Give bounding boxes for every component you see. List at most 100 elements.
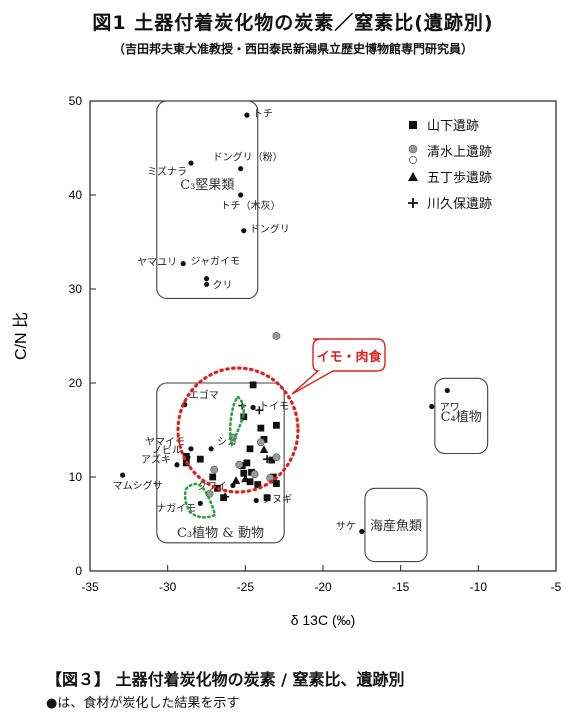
data-point-plus — [263, 455, 272, 464]
reference-point-label: ジャガイモ — [191, 256, 241, 268]
reference-point — [359, 528, 365, 535]
reference-point-label: アズキ — [141, 453, 171, 466]
reference-point — [197, 500, 203, 506]
reference-point — [208, 446, 214, 452]
data-point-square — [260, 436, 268, 443]
highlight-ellipse — [176, 366, 300, 494]
data-point-square — [254, 481, 262, 488]
reference-point — [230, 482, 236, 489]
reference-point — [238, 166, 244, 172]
region-label: C₃堅果類 — [180, 178, 234, 193]
reference-point-label: トチ — [253, 108, 273, 120]
y-tick-label: 0 — [75, 564, 82, 578]
reference-point — [180, 261, 186, 267]
figure-note: ●は、食材が炭化した結果を示す — [46, 696, 240, 711]
data-point-triangle — [241, 474, 250, 483]
x-tick-label: -20 — [314, 580, 332, 594]
x-tick-label: -25 — [237, 580, 255, 594]
x-tick-label: -5 — [551, 580, 562, 594]
y-axis-label: C/N 比 — [12, 312, 30, 360]
reference-point — [120, 472, 126, 478]
region-box — [156, 382, 285, 544]
x-tick-label: -35 — [81, 580, 99, 594]
reference-point — [188, 160, 194, 166]
plot-frame — [89, 100, 557, 572]
figure-title: 図1 土器付着炭化物の炭素／窒素比(遺跡別) — [92, 12, 494, 34]
data-point-circle — [256, 438, 265, 447]
data-point-circle — [235, 460, 244, 469]
data-point-square — [240, 469, 248, 477]
data-point-square — [220, 494, 227, 502]
reference-point-label: アワ — [440, 403, 460, 414]
data-point-circle — [250, 470, 259, 479]
reference-point-label: サケ — [336, 521, 356, 533]
legend-marker-circle-gray — [408, 144, 418, 154]
region-label: 海産魚類 — [370, 518, 422, 534]
data-point-square — [182, 452, 190, 460]
region-label: C₃植物 & 動物 — [177, 526, 264, 541]
reference-point — [253, 497, 259, 504]
green-dotted-outline — [228, 395, 246, 448]
x-axis-label: δ 13C (‰) — [291, 612, 356, 628]
legend-label: 川久保遺跡 — [427, 196, 492, 212]
reference-point-label: トイモ — [259, 401, 289, 412]
data-point-square — [273, 480, 280, 487]
data-point-circle — [272, 332, 281, 340]
y-tick-label: 40 — [69, 188, 83, 202]
x-tick-label: -15 — [392, 580, 410, 594]
reference-point-label: ノビル — [152, 444, 182, 456]
data-point-square — [263, 494, 271, 502]
data-point-square — [268, 456, 276, 464]
data-point-square — [246, 478, 254, 486]
reference-point-label: ナガイモ — [156, 502, 196, 514]
y-tick-label: 50 — [69, 94, 83, 108]
region-label: C₄植物 — [441, 410, 482, 425]
data-point-triangle — [259, 445, 269, 453]
data-point-plus — [255, 406, 264, 415]
reference-point — [238, 192, 244, 198]
data-point-square — [257, 424, 265, 432]
reference-point — [444, 387, 450, 394]
reference-point-label: マムシグサ — [113, 479, 163, 492]
reference-point — [188, 446, 194, 452]
reference-point — [250, 404, 256, 411]
green-dotted-outline — [183, 482, 217, 519]
legend-marker-square — [409, 121, 417, 129]
reference-point — [241, 228, 247, 234]
data-point-plus — [221, 492, 230, 501]
y-tick-label: 30 — [69, 282, 83, 296]
region-box — [156, 100, 259, 299]
data-point-square — [246, 445, 254, 453]
reference-point — [174, 462, 180, 468]
callout-box — [291, 338, 386, 395]
reference-point — [429, 403, 435, 410]
data-point-circle — [210, 465, 219, 474]
legend-label: 五丁歩遺跡 — [427, 170, 492, 186]
data-point-triangle — [231, 476, 241, 484]
x-tick-label: -10 — [470, 580, 488, 594]
legend-label: 清水上遺跡 — [427, 144, 492, 160]
data-point-square — [249, 381, 257, 389]
data-point-square — [243, 459, 251, 467]
reference-point-label: ヤマイモ — [145, 437, 185, 448]
legend-marker-triangle — [408, 172, 418, 181]
reference-point — [244, 112, 250, 118]
reference-point — [203, 276, 210, 282]
legend-marker-plus — [408, 198, 418, 208]
data-point-square — [273, 421, 280, 429]
data-point-circle — [272, 453, 281, 462]
data-point-square — [209, 473, 217, 481]
y-tick-label: 10 — [69, 470, 83, 484]
reference-point-label: エゴマ — [189, 389, 219, 402]
legend-marker-circle-open — [408, 155, 417, 164]
figure-caption: 【図３】 土器付着炭化物の炭素 / 窒素比、遺跡別 — [46, 670, 405, 689]
legend-label: 山下遺跡 — [427, 118, 479, 134]
reference-point-label: ドングリ — [250, 223, 290, 236]
reference-point-label: ミズナラ — [147, 165, 187, 178]
reference-point — [203, 281, 210, 287]
figure-subtitle: （吉田邦夫東大准教授・西田泰民新潟県立歴史博物館専門研究員） — [112, 42, 473, 56]
y-tick-label: 20 — [69, 376, 83, 390]
callout-label: イモ・肉食 — [316, 349, 382, 365]
reference-point-label: トチ（木灰） — [221, 199, 281, 212]
